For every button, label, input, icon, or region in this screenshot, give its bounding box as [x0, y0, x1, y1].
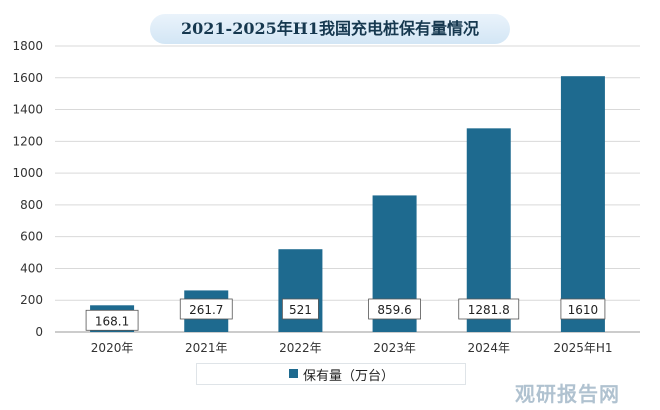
x-tick-label: 2022年: [279, 341, 322, 355]
chart-title: 2021-2025年H1我国充电桩保有量情况: [150, 14, 510, 44]
y-tick-label: 1000: [12, 166, 43, 180]
legend-label: 保有量（万台）: [303, 369, 395, 384]
y-tick-label: 1600: [12, 71, 43, 85]
grid-lines: [55, 45, 640, 333]
x-axis-ticks: 2020年 2021年 2022年 2023年 2024年 2025年H1: [91, 341, 613, 355]
legend-swatch: [289, 369, 298, 378]
data-label: 521: [282, 298, 319, 320]
data-label: 168.1: [85, 309, 139, 331]
data-labels: 168.1 261.7 521 859.6 1281.8 1610: [85, 298, 606, 331]
data-label-text: 261.7: [189, 303, 223, 317]
watermark: 观研报告网: [515, 382, 620, 406]
data-label-text: 168.1: [95, 314, 129, 328]
data-label-box: [458, 298, 520, 320]
bar: [278, 249, 323, 332]
data-label-text: 1281.8: [468, 303, 510, 317]
bars: [90, 76, 605, 332]
x-tick-label: 2024年: [467, 341, 510, 355]
x-tick-label: 2021年: [185, 341, 228, 355]
y-tick-label: 200: [20, 293, 43, 307]
data-label: 859.6: [368, 298, 421, 320]
x-tick-label: 2020年: [91, 341, 134, 355]
bar: [466, 128, 511, 332]
data-label: 1281.8: [458, 298, 520, 320]
data-label-box: [179, 298, 233, 320]
data-label-box: [282, 298, 319, 320]
data-label-text: 1610: [568, 303, 599, 317]
data-label-text: 859.6: [377, 303, 411, 317]
data-label: 1610: [560, 298, 606, 320]
legend: 保有量（万台）: [196, 363, 466, 385]
data-label-box: [560, 298, 606, 320]
bar: [560, 76, 605, 332]
y-tick-label: 600: [20, 230, 43, 244]
y-tick-label: 400: [20, 261, 43, 275]
x-tick-label: 2025年H1: [553, 341, 612, 355]
y-tick-label: 800: [20, 198, 43, 212]
y-tick-label: 0: [35, 325, 43, 339]
data-label: 261.7: [179, 298, 233, 320]
x-tick-label: 2023年: [373, 341, 416, 355]
y-tick-label: 1200: [12, 134, 43, 148]
data-label-text: 521: [289, 303, 312, 317]
y-tick-label: 1800: [12, 39, 43, 53]
y-axis-ticks: 0 200 400 600 800 1000 1200 1400 1600 1800: [12, 39, 43, 339]
y-tick-label: 1400: [12, 103, 43, 117]
data-label-box: [368, 298, 421, 320]
data-label-box: [85, 309, 139, 331]
